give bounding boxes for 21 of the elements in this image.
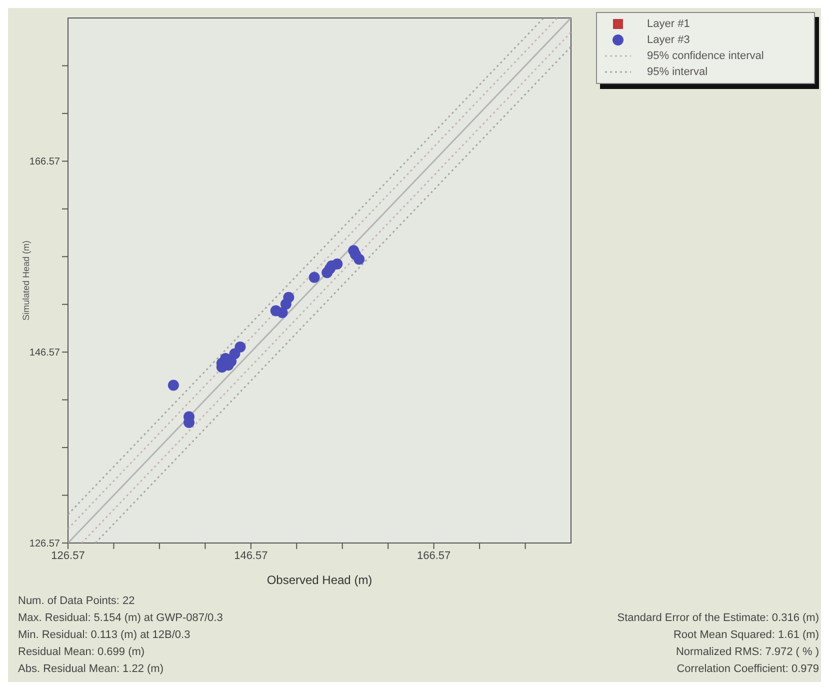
text: Num. of Data Points: 22 bbox=[18, 594, 136, 609]
x-tick-label: 166.57 bbox=[416, 550, 451, 562]
legend-label: Layer #1 bbox=[647, 17, 690, 32]
text: Root Mean Squared: 1.61 (m) bbox=[672, 628, 819, 643]
legend-label: 95% confidence interval bbox=[647, 49, 764, 64]
text: Standard Error of the Estimate: 0.316 (m) bbox=[617, 611, 819, 626]
x-tick-label: 126.57 bbox=[51, 550, 85, 562]
x-axis-title: Observed Head (m) bbox=[266, 573, 372, 587]
y-axis-title: Simulated Head (m) bbox=[21, 240, 32, 321]
legend-label: Layer #3 bbox=[647, 33, 690, 48]
y-tick-label: 126.57 bbox=[29, 538, 60, 550]
text: Residual Mean: 0.699 (m) bbox=[18, 645, 146, 660]
text: Min. Residual: 0.113 (m) at 12B/0.3 bbox=[18, 628, 192, 643]
text: Abs. Residual Mean: 1.22 (m) bbox=[18, 662, 165, 677]
y-tick-label: 166.57 bbox=[29, 156, 60, 168]
legend-label: 95% interval bbox=[647, 65, 708, 80]
y-tick-label: 146.57 bbox=[29, 348, 60, 359]
text: Correlation Coefficient: 0.979 bbox=[676, 662, 819, 677]
x-tick-label: 146.57 bbox=[234, 550, 268, 562]
text: Normalized RMS: 7.972 ( % ) bbox=[674, 645, 819, 660]
text: Max. Residual: 5.154 (m) at GWP-087/0.3 bbox=[18, 611, 223, 626]
